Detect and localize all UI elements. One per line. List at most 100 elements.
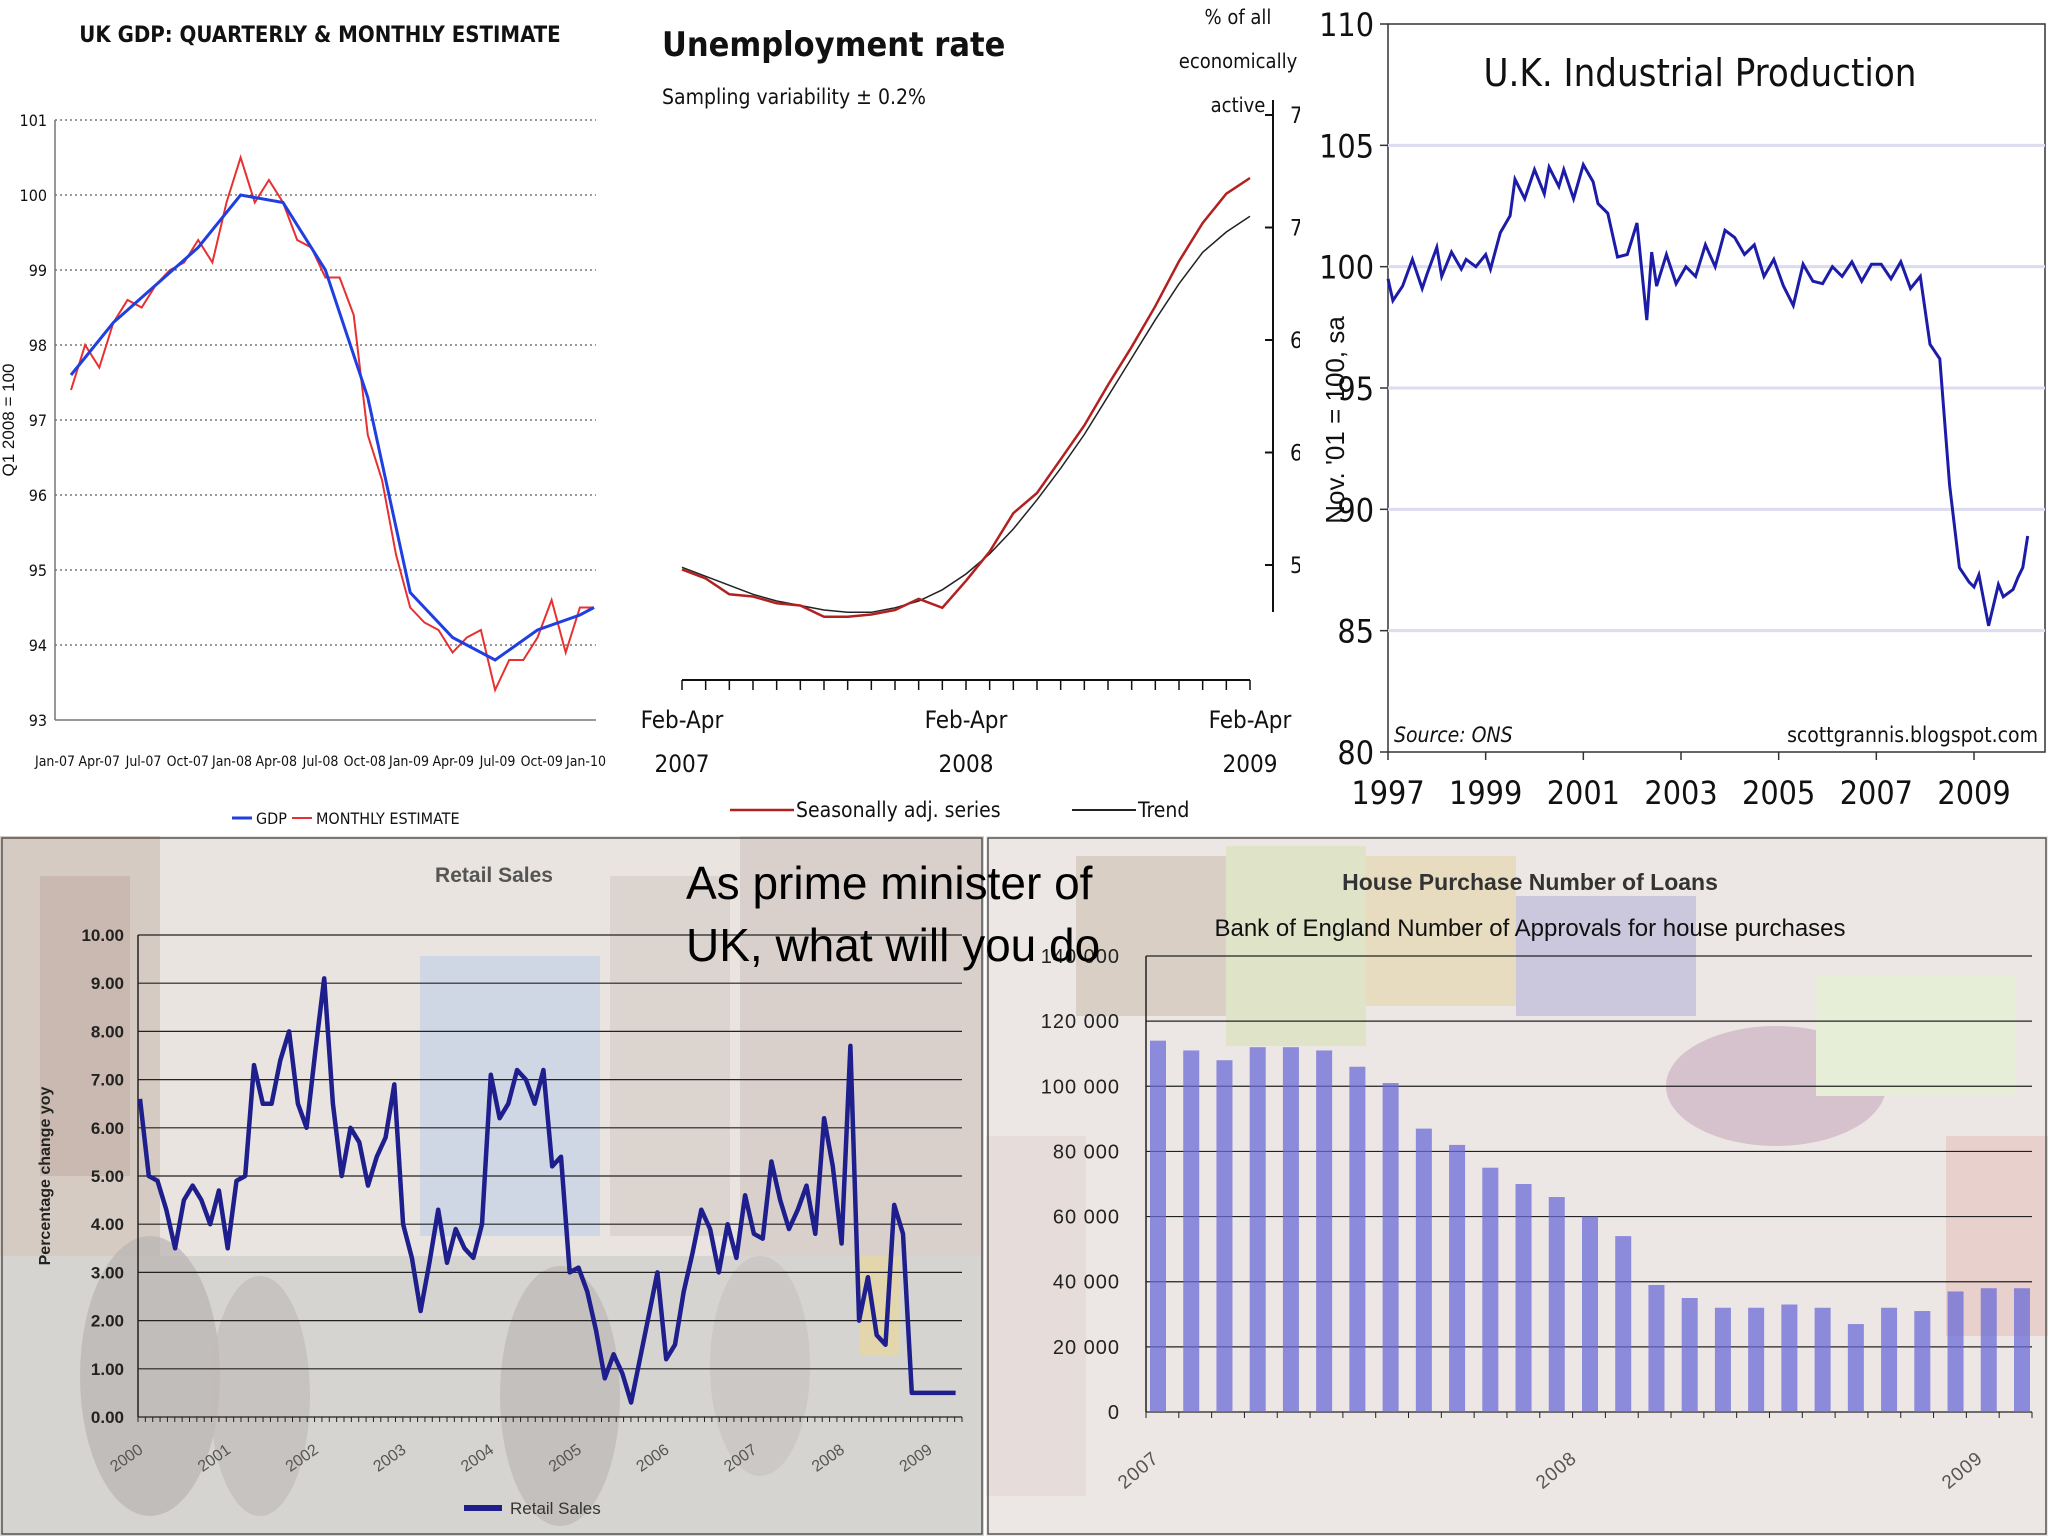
y-tick-label: 97: [29, 411, 47, 430]
x-tick-label: Jan-09: [388, 754, 429, 770]
chart-subtitle: Sampling variability ± 0.2%: [662, 85, 926, 109]
y-axis-label-line-1: % of all: [1205, 5, 1272, 29]
x-tick-label: 2005: [1742, 774, 1815, 812]
x-tick-label: Jul-07: [125, 754, 162, 770]
x-tick-label: Oct-07: [167, 754, 209, 770]
y-tick-label: 7.0: [1290, 217, 1300, 242]
bar: [1349, 1066, 1366, 1412]
retail-chart-panel: Retail Sales 0.00 1.00 2.00 3.00 4.00 5.00 6.00…: [0, 836, 984, 1536]
source-left: Source: ONS: [1394, 723, 1513, 747]
x-tick-label: Apr-08: [256, 754, 297, 770]
bar: [1881, 1307, 1898, 1412]
bar: [1980, 1288, 1997, 1412]
series-retail-sales: [137, 976, 956, 1405]
y-tick-label: 40 000: [1053, 1272, 1120, 1294]
x-tick-label: 2007: [1840, 774, 1913, 812]
y-tick-label: 94: [29, 636, 47, 655]
series-trend: [681, 215, 1251, 614]
y-tick-label: 9.00: [91, 974, 124, 993]
chart-title: UK GDP: QUARTERLY & MONTHLY ESTIMATE: [79, 23, 560, 48]
bar: [1216, 1060, 1233, 1412]
y-tick-label: 140 000: [1041, 946, 1120, 968]
series-seasonally-adjusted: [681, 176, 1251, 619]
x-tick-label: 1997: [1351, 774, 1424, 812]
legend-trend-label: Trend: [1137, 798, 1189, 822]
bar: [1183, 1050, 1200, 1412]
panel-border: [1, 837, 983, 1535]
bar: [1415, 1128, 1432, 1412]
x-tick-label: 2008: [809, 1441, 848, 1475]
x-tick-label: Oct-09: [521, 754, 563, 770]
legend-label: Retail Sales: [510, 1499, 601, 1518]
unemployment-chart: Unemployment rate Sampling variability ± …: [641, 5, 1300, 822]
bar: [1482, 1167, 1499, 1412]
loans-chart-panel: House Purchase Number of Loans Bank of En…: [986, 836, 2048, 1536]
x-tick-label: 2008: [1532, 1448, 1581, 1494]
x-tick-label-year: 2008: [939, 750, 994, 778]
y-tick-label: 99: [29, 261, 47, 280]
y-tick-label: 96: [29, 486, 47, 505]
bar: [1947, 1291, 1964, 1412]
chart-title: Unemployment rate: [662, 25, 1005, 65]
y-tick-label: 95: [1337, 370, 1374, 408]
y-tick-label: 6.0: [1290, 442, 1300, 467]
y-tick-label: 6.5: [1290, 329, 1300, 354]
y-tick-label: 80: [1337, 734, 1374, 772]
bar: [1914, 1311, 1931, 1412]
x-tick-label-year: 2009: [1223, 750, 1278, 778]
retail-sales-chart: Retail Sales 0.00 1.00 2.00 3.00 4.00 5.00 6.00…: [1, 837, 983, 1535]
x-tick-label: 2007: [721, 1441, 760, 1475]
source-right: scottgrannis.blogspot.com: [1787, 723, 2038, 747]
y-tick-label: 100: [20, 186, 47, 205]
y-tick-label: 1.00: [91, 1360, 124, 1379]
bar: [1449, 1144, 1466, 1412]
bar: [1781, 1304, 1798, 1412]
series-gdp: [69, 193, 595, 662]
bar: [1615, 1236, 1632, 1412]
bar: [1382, 1083, 1399, 1412]
y-tick-label: 85: [1337, 613, 1374, 651]
y-axis-label: Percentage change yoy: [37, 1087, 54, 1266]
y-tick-label: 100: [1319, 249, 1374, 287]
legend-monthly-label: MONTHLY ESTIMATE: [316, 809, 460, 828]
x-tick-label: 2006: [634, 1441, 673, 1475]
x-tick-label: 2004: [458, 1441, 497, 1475]
y-tick-label: 90: [1337, 491, 1374, 529]
prime-minister-question: As prime minister of UK, what will you d…: [686, 857, 1101, 971]
y-tick-label: 95: [29, 561, 47, 580]
series-monthly-estimate: [70, 154, 594, 694]
x-tick-label: 2003: [1644, 774, 1717, 812]
x-tick-label: 2001: [195, 1441, 234, 1475]
bar: [1714, 1307, 1731, 1412]
y-tick-label: 0.00: [91, 1408, 124, 1427]
y-tick-label: 93: [29, 711, 47, 730]
x-tick-label: 2005: [546, 1441, 585, 1475]
x-tick-label-period: Feb-Apr: [641, 706, 724, 734]
y-tick-label: 5.5: [1290, 554, 1300, 579]
bar: [1282, 1047, 1299, 1412]
y-tick-label: 6.00: [91, 1119, 124, 1138]
series-industrial-production: [1386, 160, 2030, 627]
y-axis-label-line-3: active: [1211, 93, 1266, 117]
x-tick-label-year: 2007: [655, 750, 710, 778]
chart-subtitle: Bank of England Number of Approvals for …: [1214, 915, 1845, 942]
x-tick-label: 1999: [1449, 774, 1522, 812]
y-tick-label: 110: [1319, 6, 1374, 44]
bar: [1748, 1307, 1765, 1412]
street-photo-background: [0, 836, 984, 1536]
bar: [1316, 1050, 1333, 1412]
bar: [1548, 1197, 1565, 1412]
x-tick-label: Jul-09: [479, 754, 516, 770]
x-tick-label: 2009: [897, 1441, 936, 1475]
x-tick-label: 2009: [1937, 774, 2010, 812]
y-tick-label: 4.00: [91, 1215, 124, 1234]
legend-gdp-label: GDP: [256, 809, 287, 828]
y-tick-label: 7.00: [91, 1071, 124, 1090]
panel-border: [987, 837, 2047, 1535]
x-tick-label: 2007: [1114, 1448, 1163, 1494]
chart-title: House Purchase Number of Loans: [1342, 869, 1718, 895]
legend-sa-label: Seasonally adj. series: [796, 798, 1001, 822]
x-tick-label: 2009: [1938, 1448, 1987, 1494]
bar: [1150, 1040, 1166, 1412]
y-axis-label-line-2: economically: [1179, 49, 1298, 73]
